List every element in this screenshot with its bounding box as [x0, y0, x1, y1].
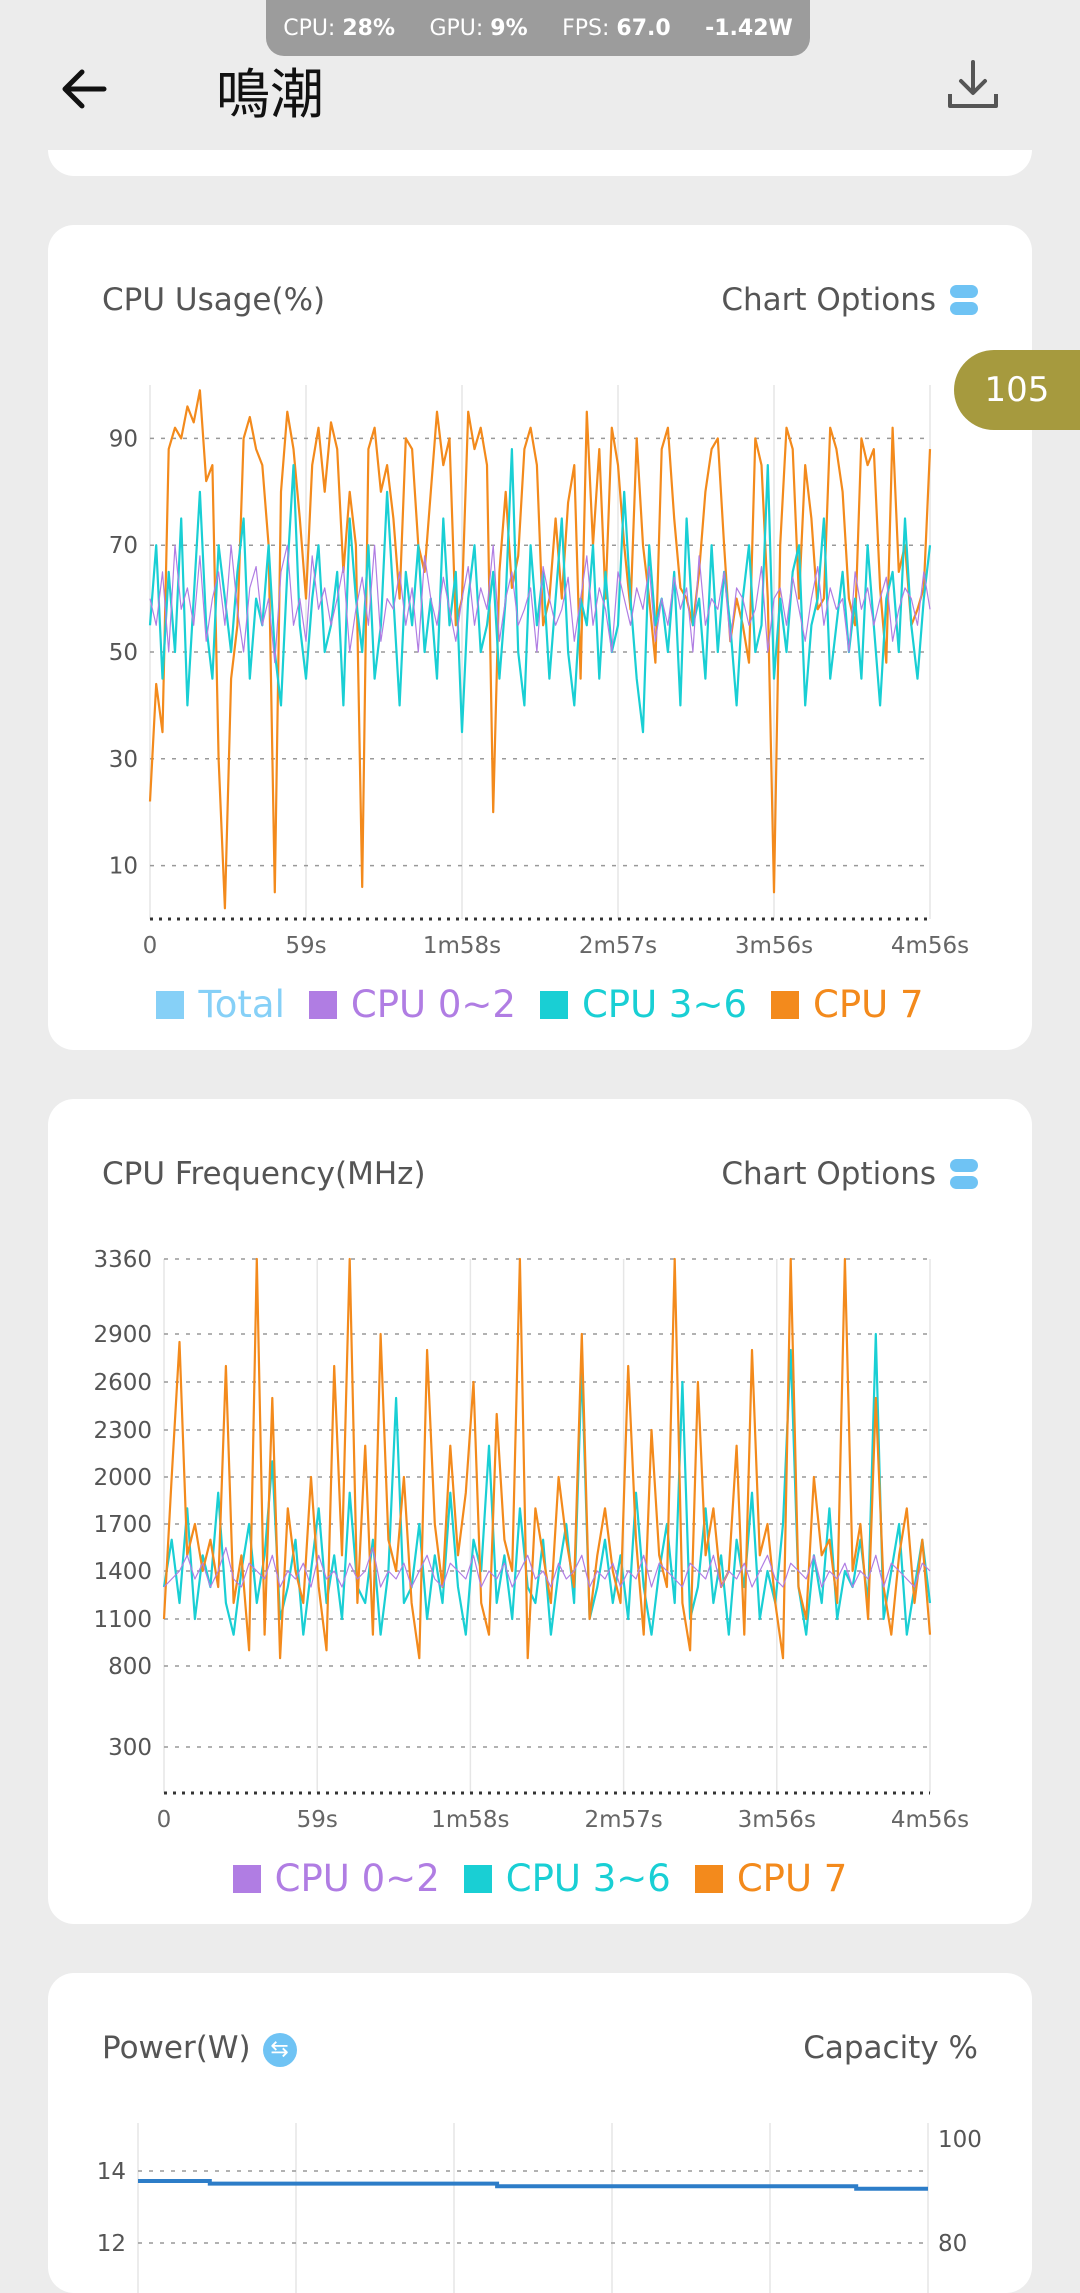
y-tick-label-right: 100 [938, 2127, 982, 2153]
legend-swatch [232, 1864, 261, 1893]
y-tick-label: 30 [109, 747, 138, 773]
x-tick-label: 1m58s [423, 933, 501, 959]
legend-label: CPU 7 [813, 983, 924, 1026]
cpu-usage-chart[interactable]: 0 59s 1m58s 2m57s 3m56s 4m56s 10 30 50 70 90 [48, 225, 1032, 965]
previous-card-edge [48, 150, 1032, 176]
series-line-cpu36 [148, 448, 932, 734]
y-tick-label: 800 [108, 1654, 152, 1680]
download-icon [948, 60, 998, 108]
series-line-cpu36 [162, 1332, 932, 1636]
legend-label: CPU 0~2 [274, 1857, 440, 1900]
legend-swatch [771, 990, 800, 1019]
cpu-frequency-legend: CPU 0~2 CPU 3~6 CPU 7 [48, 1857, 1032, 1900]
x-tick-label: 4m56s [891, 1807, 969, 1833]
power-card: Power(W) ⇆ Capacity % 12 14 80 100 [48, 1973, 1032, 2293]
overlay-gpu: GPU: 9% [429, 15, 528, 41]
chart-options-button[interactable]: Chart Options [721, 282, 978, 318]
legend-label: CPU 7 [736, 1857, 848, 1900]
y-tick-label-right: 80 [938, 2231, 967, 2257]
y-tick-label: 2300 [93, 1418, 152, 1444]
x-tick-label: 1m58s [431, 1807, 509, 1833]
power-chart[interactable]: 12 14 80 100 [48, 1973, 1032, 2293]
legend-swatch [156, 990, 185, 1019]
y-tick-label: 70 [109, 533, 138, 559]
cpu-usage-card: CPU Usage(%) Chart Options 0 59s 1m58s 2m57… [48, 225, 1032, 1050]
x-tick-label: 2m57s [584, 1807, 662, 1833]
y-tick-label-left: 14 [97, 2159, 126, 2185]
capacity-label: Capacity % [803, 2030, 978, 2066]
card-title: CPU Frequency(MHz) [102, 1156, 426, 1192]
legend-label: CPU 3~6 [581, 983, 748, 1026]
x-tick-label: 59s [285, 933, 326, 959]
cpu-frequency-card: CPU Frequency(MHz) Chart Options 0 59s 1m5… [48, 1099, 1032, 1924]
y-tick-label: 1100 [93, 1607, 152, 1633]
chart-options-button[interactable]: Chart Options [721, 1156, 978, 1192]
legend-swatch [539, 990, 568, 1019]
y-tick-label: 2600 [93, 1370, 152, 1396]
arrow-left-icon [62, 69, 107, 109]
x-tick-label: 0 [157, 1807, 172, 1833]
legend-item[interactable]: Total [156, 983, 285, 1026]
overlay-power: -1.42W [705, 15, 793, 41]
y-tick-label: 10 [109, 854, 138, 880]
y-tick-label: 300 [108, 1735, 152, 1761]
x-tick-label: 0 [143, 933, 158, 959]
legend-swatch [308, 990, 337, 1019]
page-title: 鳴潮 [216, 63, 324, 126]
chart-options-label: Chart Options [721, 1156, 936, 1192]
y-tick-label-left: 12 [97, 2231, 126, 2257]
power-title: Power(W) [102, 2030, 251, 2066]
y-tick-label: 1400 [93, 1559, 152, 1585]
legend-label: CPU 0~2 [350, 983, 516, 1026]
legend-item[interactable]: CPU 3~6 [539, 983, 748, 1026]
card-title: Power(W) ⇆ [102, 2030, 297, 2067]
y-tick-label: 2900 [93, 1322, 152, 1348]
legend-swatch [463, 1864, 492, 1893]
series-line-cpu02 [163, 1546, 931, 1588]
legend-item[interactable]: CPU 7 [771, 983, 924, 1026]
y-tick-label: 1700 [93, 1512, 152, 1538]
legend-item[interactable]: CPU 0~2 [308, 983, 516, 1026]
card-title: CPU Usage(%) [102, 282, 326, 318]
y-tick-label: 50 [109, 640, 138, 666]
x-tick-label: 59s [297, 1807, 338, 1833]
y-tick-label: 3360 [93, 1247, 152, 1273]
legend-item[interactable]: CPU 0~2 [232, 1857, 440, 1900]
download-button[interactable] [940, 54, 1006, 120]
series-line-cpu02 [149, 544, 931, 664]
x-tick-label: 3m56s [738, 1807, 816, 1833]
capacity-line [138, 2179, 928, 2191]
overlay-cpu: CPU: 28% [283, 15, 396, 41]
overlay-fps: FPS: 67.0 [562, 15, 671, 41]
legend-item[interactable]: CPU 7 [694, 1857, 848, 1900]
series-line-cpu7 [148, 389, 932, 910]
floating-counter-badge[interactable]: 105 [954, 350, 1080, 430]
chart-options-label: Chart Options [721, 282, 936, 318]
chart-options-icon [950, 285, 978, 315]
legend-swatch [694, 1864, 723, 1893]
legend-item[interactable]: CPU 3~6 [463, 1857, 671, 1900]
x-tick-label: 4m56s [891, 933, 969, 959]
legend-label: Total [198, 983, 285, 1026]
y-tick-label: 2000 [93, 1465, 152, 1491]
cpu-usage-legend: Total CPU 0~2 CPU 3~6 CPU 7 [48, 983, 1032, 1026]
swap-icon[interactable]: ⇆ [262, 2032, 297, 2067]
cpu-frequency-chart[interactable]: 0 59s 1m58s 2m57s 3m56s 4m56s 300 800 1100 1400 17… [48, 1099, 1032, 1839]
chart-options-icon [950, 1159, 978, 1189]
x-tick-label: 2m57s [579, 933, 657, 959]
performance-overlay: CPU: 28% GPU: 9% FPS: 67.0 -1.42W [266, 0, 810, 56]
back-button[interactable] [52, 56, 118, 122]
x-tick-label: 3m56s [735, 933, 813, 959]
y-tick-label: 90 [109, 426, 138, 452]
legend-label: CPU 3~6 [505, 1857, 671, 1900]
